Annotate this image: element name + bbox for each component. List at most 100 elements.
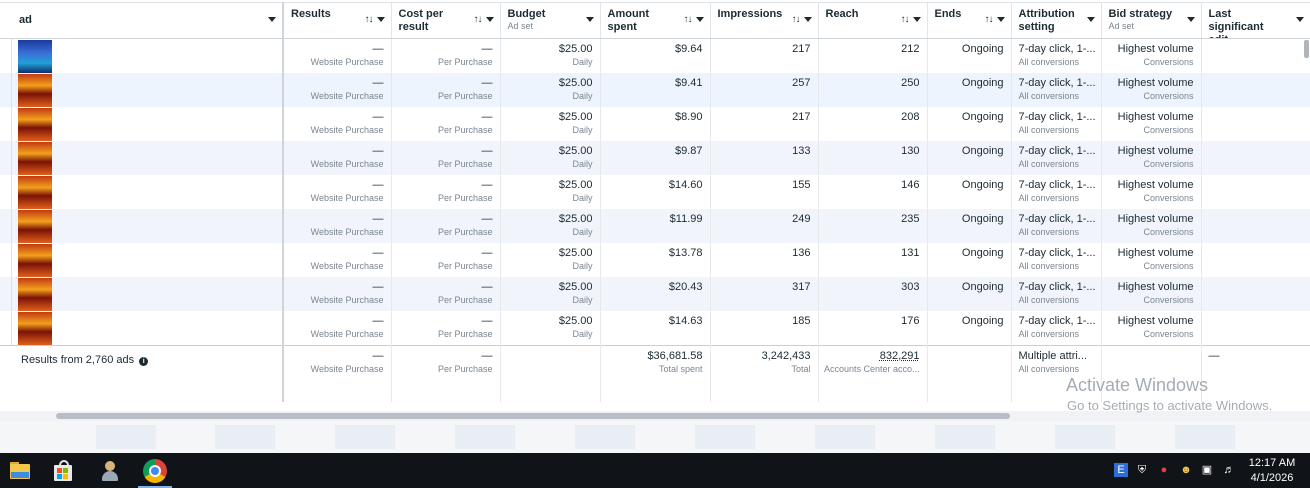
chevron-down-icon[interactable] <box>803 16 812 22</box>
results-type: Website Purchase <box>310 295 384 305</box>
row-checkbox-column[interactable] <box>0 39 12 73</box>
ad-thumbnail[interactable] <box>18 176 52 209</box>
column-header[interactable]: Results ↑↓ <box>283 2 392 39</box>
column-header[interactable]: Impressions ↑↓ <box>710 2 819 39</box>
ad-thumbnail[interactable] <box>18 278 52 311</box>
tray-security-icon[interactable]: ● <box>1160 464 1168 476</box>
ad-thumbnail[interactable] <box>18 210 52 243</box>
column-header-label: ad <box>19 14 32 26</box>
sort-icon[interactable]: ↑↓ <box>683 14 693 25</box>
table-row[interactable]: — Website Purchase — Per Purchase $25.00 Dail… <box>0 73 1310 107</box>
budget-period: Daily <box>572 261 593 271</box>
table-row[interactable]: — Website Purchase — Per Purchase $25.00 Dail… <box>0 277 1310 311</box>
chevron-down-icon[interactable] <box>485 16 494 22</box>
column-header-controls <box>585 14 594 25</box>
sort-icon[interactable]: ↑↓ <box>900 14 910 25</box>
taskbar-clock[interactable]: 12:17 AM 4/1/2026 <box>1246 456 1298 486</box>
bid-strategy-sub: Conversions <box>1143 193 1194 203</box>
row-checkbox-column[interactable] <box>0 277 12 311</box>
chevron-down-icon[interactable] <box>1086 16 1095 22</box>
info-icon[interactable]: i <box>139 357 149 366</box>
column-header[interactable]: Budget Ad set <box>500 2 601 39</box>
chevron-down-icon[interactable] <box>996 16 1005 22</box>
row-checkbox-column[interactable] <box>0 107 12 141</box>
column-header[interactable]: Cost per result ↑↓ <box>391 2 501 39</box>
sort-icon[interactable]: ↑↓ <box>364 14 374 25</box>
table-row[interactable]: — Website Purchase — Per Purchase $25.00 Dail… <box>0 141 1310 175</box>
ad-thumbnail[interactable] <box>18 312 52 345</box>
sort-icon[interactable]: ↑↓ <box>791 14 801 25</box>
impressions-value: 249 <box>792 213 811 225</box>
chevron-down-icon[interactable] <box>912 16 921 22</box>
tray-volume-icon[interactable]: ♬ <box>1223 464 1235 476</box>
tray-user-icon[interactable]: ☻ <box>1180 464 1192 476</box>
row-checkbox-column[interactable] <box>0 141 12 175</box>
attribution-value: 7-day click, 1-... <box>1018 43 1096 55</box>
last-edit-cell <box>1201 107 1310 141</box>
ends-value: Ongoing <box>961 281 1004 293</box>
vertical-scrollbar-thumb[interactable] <box>1304 40 1309 58</box>
ad-thumbnail[interactable] <box>18 108 52 141</box>
file-explorer-icon[interactable] <box>8 459 32 483</box>
ad-thumbnail[interactable] <box>18 244 52 277</box>
tray-app-e-icon[interactable]: E <box>1114 463 1128 477</box>
chevron-down-icon[interactable] <box>695 16 704 22</box>
reach-value: 146 <box>901 179 920 191</box>
ad-thumbnail[interactable] <box>18 40 52 73</box>
row-checkbox-column[interactable] <box>0 311 12 345</box>
bid-strategy-value: Highest volume <box>1117 281 1194 293</box>
chrome-icon[interactable] <box>143 459 167 483</box>
chevron-down-icon[interactable] <box>585 16 594 22</box>
chevron-down-icon[interactable] <box>376 16 385 22</box>
chevron-down-icon[interactable] <box>1186 16 1195 22</box>
budget-period: Daily <box>572 159 593 169</box>
table-row[interactable]: — Website Purchase — Per Purchase $25.00 Dail… <box>0 38 1310 73</box>
attribution-value: 7-day click, 1-... <box>1018 315 1096 327</box>
impressions-value: 317 <box>792 281 811 293</box>
column-header[interactable]: Amount spent ↑↓ <box>600 2 711 39</box>
ends-value: Ongoing <box>961 77 1004 89</box>
sort-icon[interactable]: ↑↓ <box>24 14 33 25</box>
column-header[interactable]: Ends ↑↓ <box>927 2 1012 39</box>
column-header[interactable]: Attribution setting <box>1011 2 1102 39</box>
table-row[interactable]: — Website Purchase — Per Purchase $25.00 Dail… <box>0 175 1310 209</box>
ad-thumbnail[interactable] <box>18 74 52 107</box>
tray-network-icon[interactable]: ▣ <box>1201 464 1213 476</box>
results-type: Website Purchase <box>310 261 384 271</box>
row-checkbox-column[interactable] <box>0 73 12 107</box>
column-header[interactable]: Last significant edit <box>1201 2 1310 39</box>
column-header-controls: ↑↓ <box>901 14 921 25</box>
row-checkbox-column[interactable] <box>0 243 12 277</box>
column-header-controls: ↑↓ <box>792 14 812 25</box>
ad-thumbnail[interactable] <box>18 142 52 175</box>
table-row[interactable]: — Website Purchase — Per Purchase $25.00 Dail… <box>0 107 1310 141</box>
budget-value: $25.00 <box>558 77 593 89</box>
table-row[interactable]: — Website Purchase — Per Purchase $25.00 Dail… <box>0 311 1310 346</box>
amount-spent-value: $20.43 <box>668 281 703 293</box>
column-header-label: Bid strategy <box>1108 8 1173 20</box>
column-header-controls: ↑↓ <box>365 14 385 25</box>
budget-value: $25.00 <box>558 43 593 55</box>
budget-value: $25.00 <box>558 315 593 327</box>
chevron-down-icon[interactable] <box>1295 16 1304 22</box>
cost-per-result-value: — <box>481 247 493 259</box>
sort-icon[interactable]: ↑↓ <box>473 14 483 25</box>
tray-shield-icon[interactable]: ⛨ <box>1137 464 1147 476</box>
table-row[interactable]: — Website Purchase — Per Purchase $25.00 Dail… <box>0 209 1310 243</box>
last-edit-cell <box>1201 209 1310 243</box>
chevron-down-icon[interactable] <box>268 16 276 22</box>
table-row[interactable]: — Website Purchase — Per Purchase $25.00 Dail… <box>0 243 1310 277</box>
row-checkbox-column[interactable] <box>0 175 12 209</box>
column-header[interactable]: ad ↑↓ <box>0 2 284 39</box>
row-checkbox-column[interactable] <box>0 209 12 243</box>
user-app-icon[interactable] <box>98 459 122 483</box>
budget-period: Daily <box>572 295 593 305</box>
horizontal-scrollbar-thumb[interactable] <box>56 413 1010 419</box>
column-header[interactable]: Reach ↑↓ <box>818 2 928 39</box>
attribution-sub: All conversions <box>1018 125 1080 135</box>
total-reach-value: 832,291 <box>879 350 920 362</box>
microsoft-store-icon[interactable] <box>51 459 75 483</box>
reach-value: 208 <box>901 111 920 123</box>
sort-icon[interactable]: ↑↓ <box>984 14 994 25</box>
column-header[interactable]: Bid strategy Ad set <box>1101 2 1202 39</box>
